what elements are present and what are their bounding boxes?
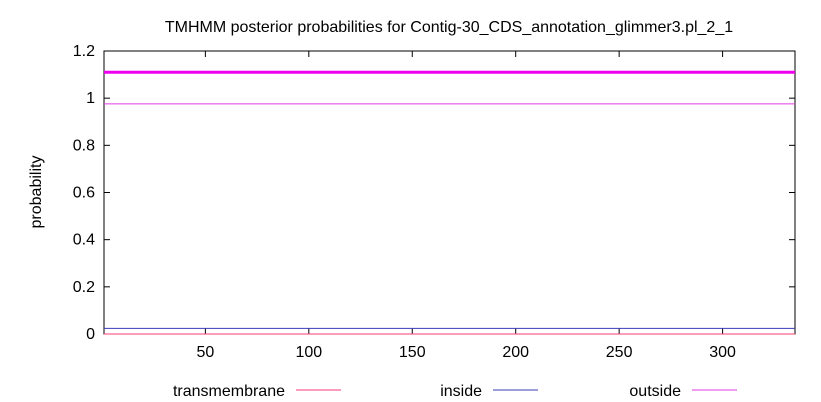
legend-label-outside: outside: [629, 383, 681, 400]
x-axis-ticks: 50 100 150 200 250 300: [196, 51, 736, 361]
y-tick-label: 0.6: [73, 185, 95, 202]
y-tick-label: 1.2: [73, 43, 95, 60]
x-tick-label: 100: [295, 344, 322, 361]
x-tick-label: 150: [399, 344, 426, 361]
y-tick-label: 1: [86, 90, 95, 107]
legend-label-inside: inside: [440, 383, 482, 400]
chart-title: TMHMM posterior probabilities for Contig…: [165, 19, 733, 36]
x-tick-label: 250: [606, 344, 633, 361]
legend: transmembrane inside outside: [173, 383, 737, 400]
x-tick-label: 200: [502, 344, 529, 361]
y-tick-label: 0.2: [73, 279, 95, 296]
y-tick-label: 0.4: [73, 232, 95, 249]
x-tick-label: 50: [196, 344, 214, 361]
plot-frame: [103, 50, 796, 335]
y-axis-label: probability: [28, 156, 45, 229]
y-tick-label: 0.8: [73, 137, 95, 154]
y-tick-label: 0: [86, 326, 95, 343]
legend-label-transmembrane: transmembrane: [173, 383, 285, 400]
y-axis-ticks: 0 0.2 0.4 0.6 0.8 1 1.2: [73, 43, 795, 343]
series-lines: [104, 103, 795, 335]
x-tick-label: 300: [709, 344, 736, 361]
